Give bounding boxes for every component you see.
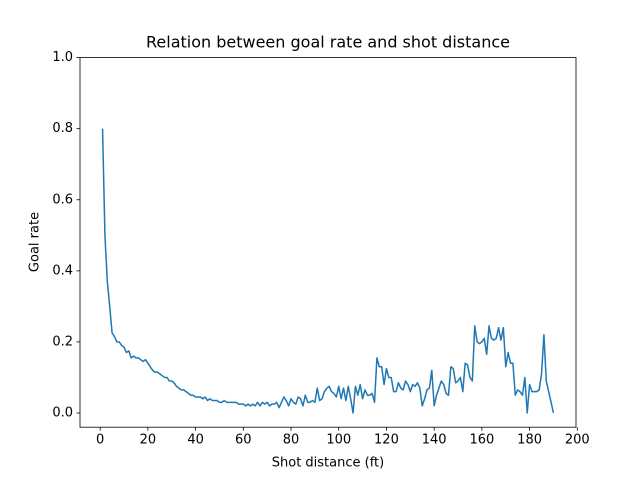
y-tick-label: 1.0 [52, 50, 73, 65]
x-tick-label: 200 [565, 433, 590, 448]
x-tick-label: 60 [235, 433, 252, 448]
x-tick-label: 40 [187, 433, 204, 448]
y-tick-label: 0.2 [52, 334, 73, 349]
x-tick-label: 0 [96, 433, 104, 448]
chart-title: Relation between goal rate and shot dist… [146, 33, 510, 52]
x-tick-label: 160 [469, 433, 494, 448]
data-line [101, 128, 555, 414]
y-tick-label: 0.8 [52, 121, 73, 136]
x-tick-label: 120 [374, 433, 399, 448]
x-tick-label: 180 [517, 433, 542, 448]
x-axis-label: Shot distance (ft) [272, 456, 384, 471]
y-tick-label: 0.0 [52, 405, 73, 420]
x-tick-label: 100 [326, 433, 351, 448]
y-axis-label: Goal rate [28, 212, 43, 272]
y-tick-label: 0.4 [52, 263, 73, 278]
x-tick-label: 140 [422, 433, 447, 448]
plot-frame [79, 57, 577, 428]
x-tick-label: 80 [283, 433, 300, 448]
y-tick-label: 0.6 [52, 192, 73, 207]
x-tick-label: 20 [140, 433, 157, 448]
